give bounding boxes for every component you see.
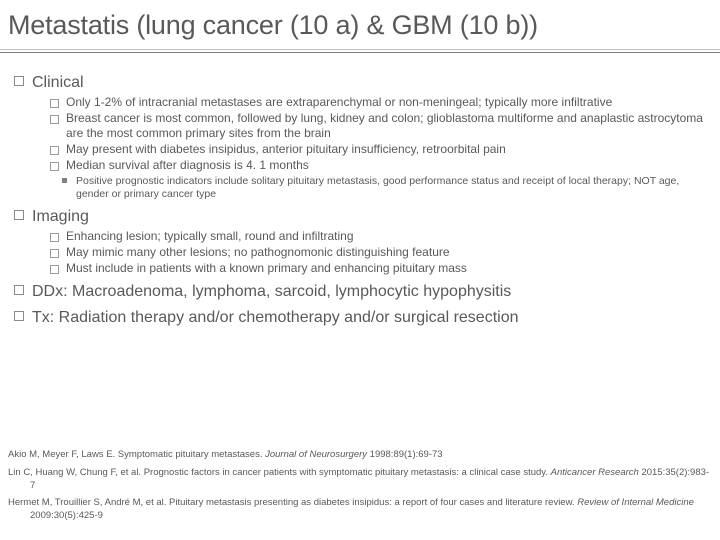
section-imaging: Imaging Enhancing lesion; typically smal… [14,207,712,276]
section-clinical: Clinical Only 1-2% of intracranial metas… [14,73,712,201]
slide-title: Metastatis (lung cancer (10 a) & GBM (10… [0,0,720,49]
references-block: Akio M, Meyer F, Laws E. Symptomatic pit… [8,449,712,528]
bullet-item: Enhancing lesion; typically small, round… [50,229,712,244]
bullet-item: Median survival after diagnosis is 4. 1 … [50,158,712,173]
bullet-item: Breast cancer is most common, followed b… [50,111,712,141]
section-tx: Tx: Radiation therapy and/or chemotherap… [14,308,712,328]
bullet-item: Only 1-2% of intracranial metastases are… [50,95,712,110]
slide-body: Clinical Only 1-2% of intracranial metas… [0,55,720,328]
reference-line: Hermet M, Trouillier S, André M, et al. … [8,497,712,523]
reference-line: Akio M, Meyer F, Laws E. Symptomatic pit… [8,449,712,462]
section-ddx: DDx: Macroadenoma, lymphoma, sarcoid, ly… [14,282,712,302]
bullet-item: Must include in patients with a known pr… [50,261,712,276]
section-heading: Imaging [32,208,89,225]
bullet-item: May mimic many other lesions; no pathogn… [50,245,712,260]
section-heading: Tx: Radiation therapy and/or chemotherap… [32,309,518,326]
reference-line: Lin C, Huang W, Chung F, et al. Prognost… [8,467,712,493]
bullet-item: May present with diabetes insipidus, ant… [50,142,712,157]
title-divider [0,49,720,55]
section-heading: DDx: Macroadenoma, lymphoma, sarcoid, ly… [32,283,511,300]
sub-bullet-item: Positive prognostic indicators include s… [62,175,712,201]
section-heading: Clinical [32,74,84,91]
slide-container: Metastatis (lung cancer (10 a) & GBM (10… [0,0,720,540]
